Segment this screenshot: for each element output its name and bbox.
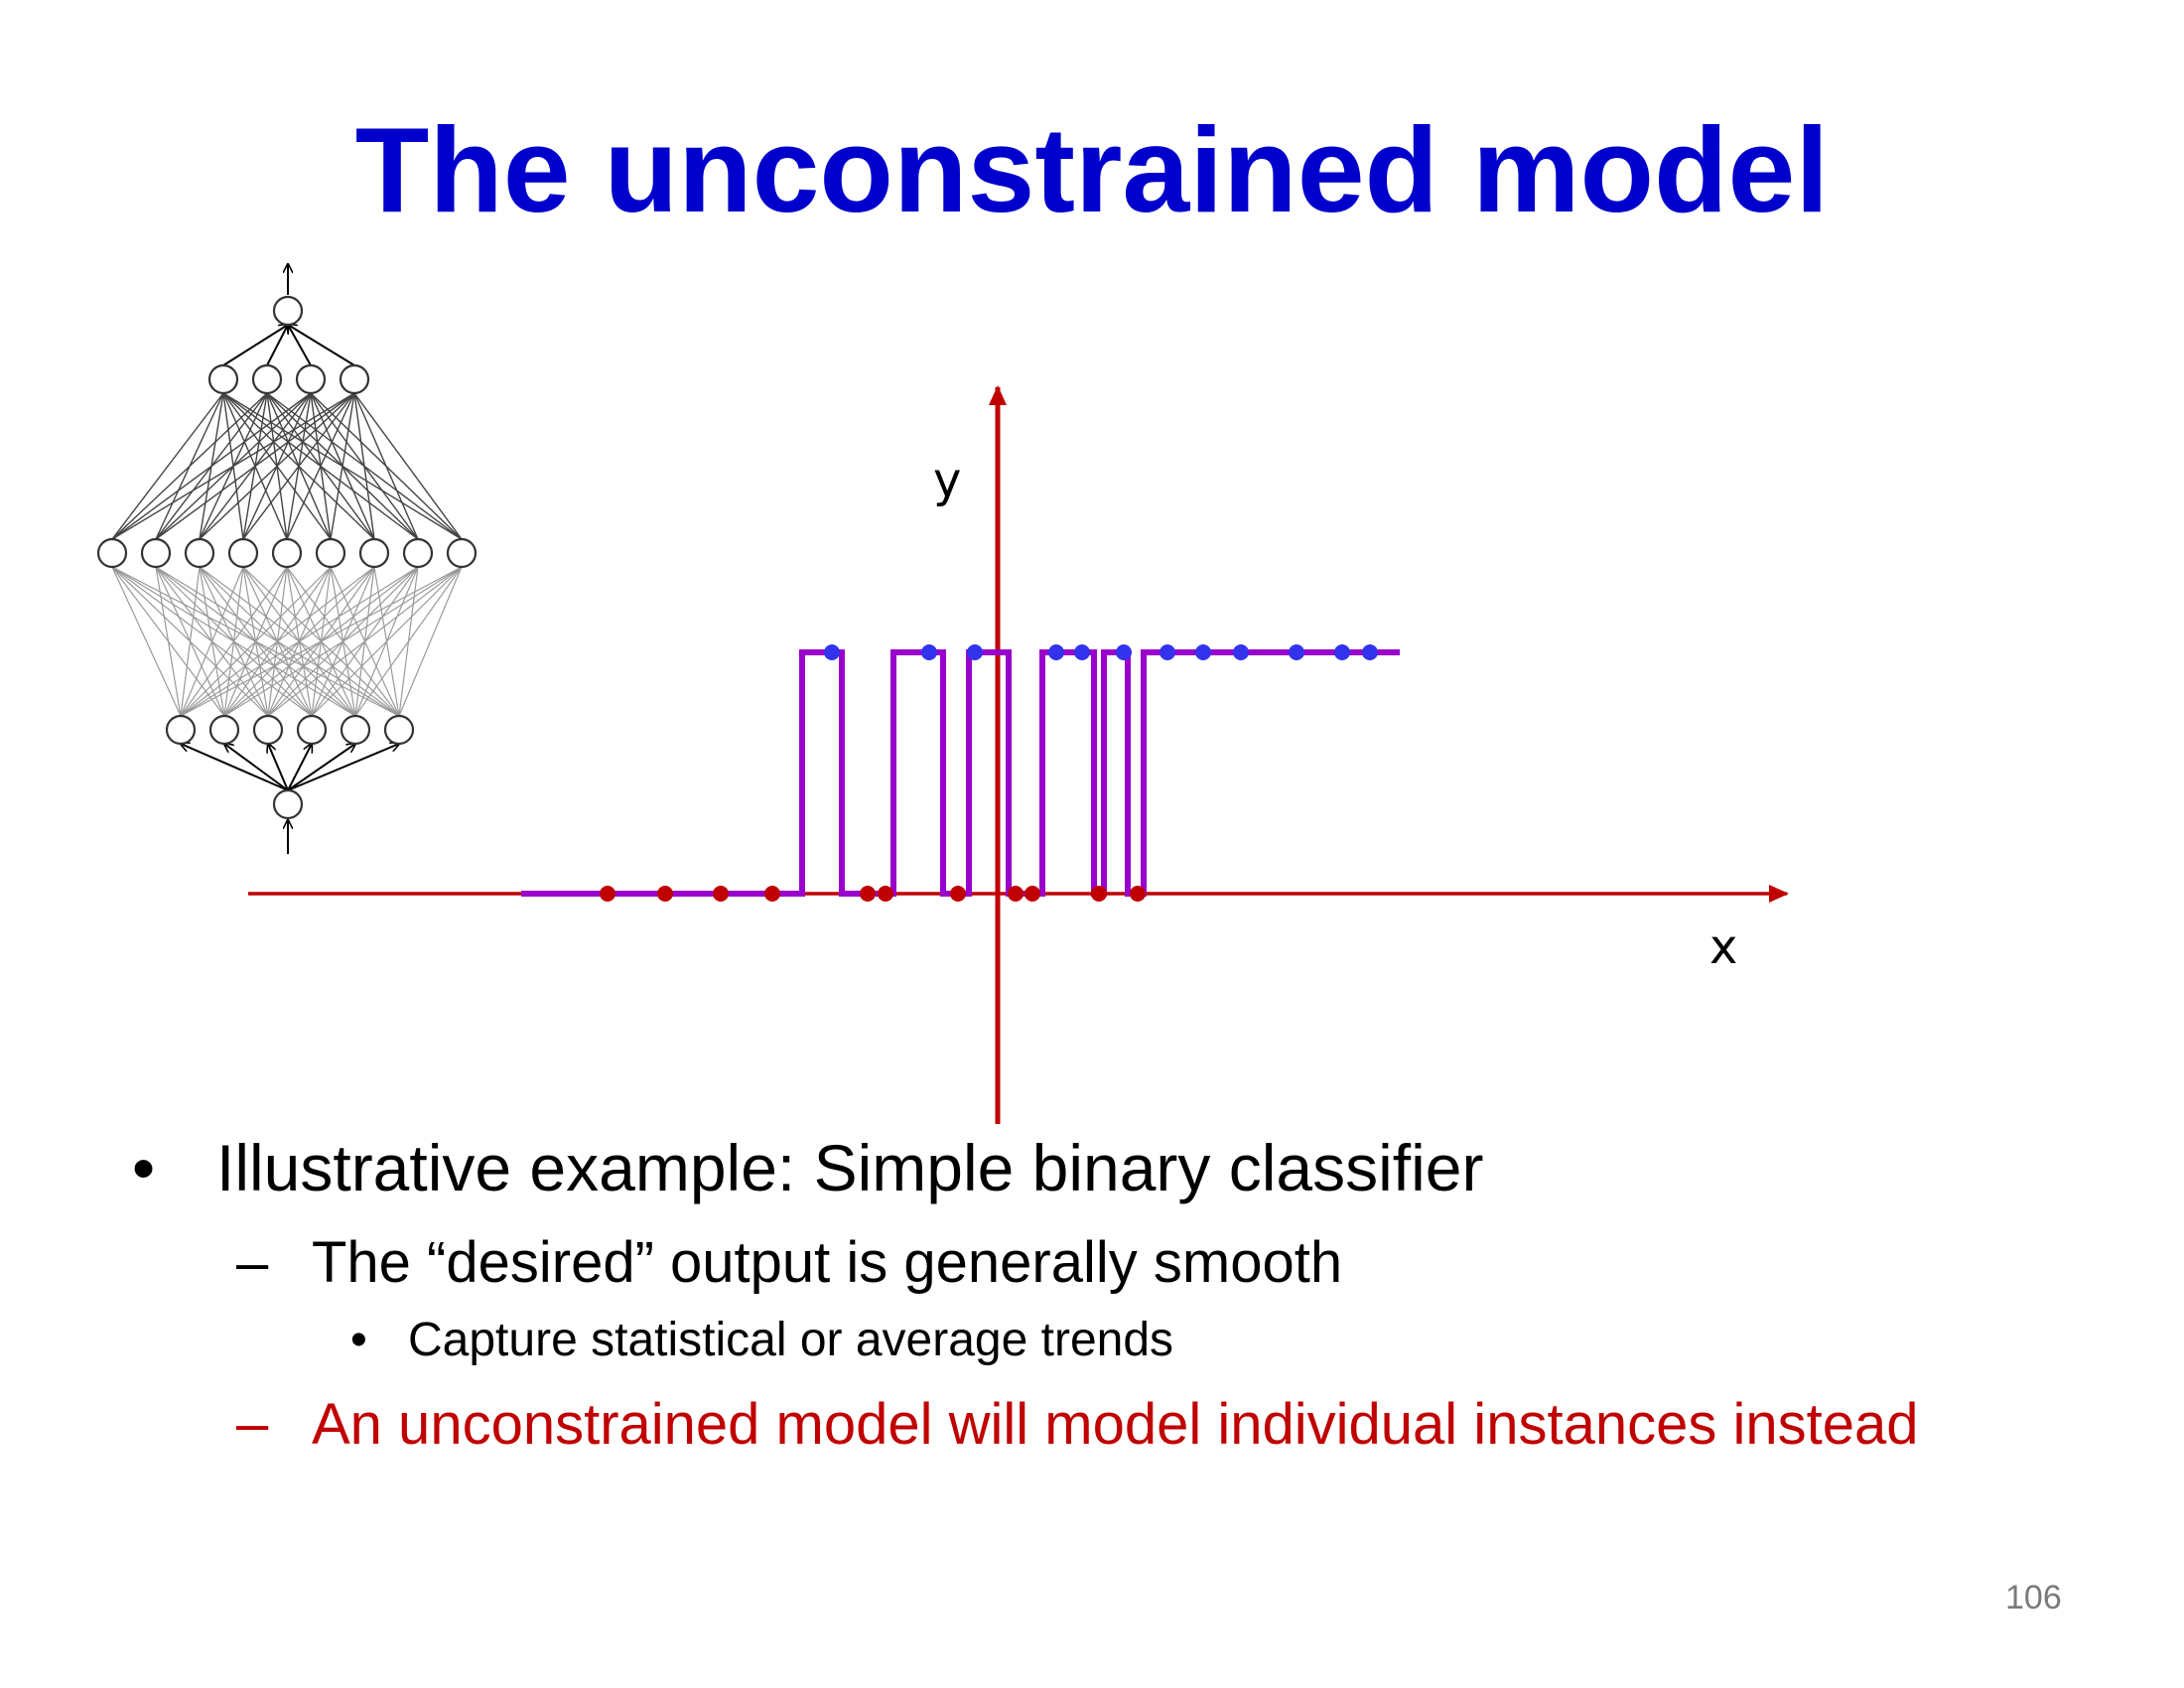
network-node xyxy=(96,537,128,569)
class-1-point xyxy=(1116,644,1132,660)
network-node xyxy=(339,363,370,395)
network-edge xyxy=(111,566,269,717)
dash-marker: – xyxy=(236,1391,269,1456)
model-output-step-function xyxy=(521,649,1400,897)
network-node xyxy=(184,537,215,569)
network-edge xyxy=(398,566,419,717)
network-edge xyxy=(242,566,400,717)
class-0-point xyxy=(600,886,615,902)
network-edge xyxy=(111,566,182,717)
class-1-point xyxy=(921,644,937,660)
class-1-point xyxy=(1362,644,1378,660)
network-edge xyxy=(111,566,225,717)
dash-marker: – xyxy=(236,1230,269,1295)
network-edge xyxy=(222,392,419,540)
input-arrow xyxy=(181,744,289,791)
output-arrow xyxy=(288,325,355,366)
network-node xyxy=(340,714,371,746)
network-node xyxy=(208,714,240,746)
network-edge xyxy=(155,392,224,540)
network-node xyxy=(446,537,478,569)
network-node xyxy=(272,788,304,820)
class-0-point xyxy=(657,886,673,902)
class-1-point xyxy=(1074,644,1090,660)
class-1-point xyxy=(1048,644,1064,660)
class-1-point xyxy=(1233,644,1249,660)
network-edge xyxy=(310,392,463,540)
output-arrow xyxy=(222,325,288,366)
network-edge xyxy=(111,566,356,717)
class-1-point xyxy=(1195,644,1211,660)
network-node xyxy=(295,363,327,395)
input-arrow xyxy=(287,744,355,791)
class-1-point xyxy=(1160,644,1175,660)
network-edge xyxy=(353,392,463,540)
page-number: 106 xyxy=(2005,1579,2062,1617)
input-arrow xyxy=(287,744,312,791)
network-edge xyxy=(155,566,400,717)
network-edge xyxy=(222,392,288,540)
output-arrow xyxy=(266,325,288,366)
network-edge xyxy=(330,566,400,717)
class-0-point xyxy=(950,886,966,902)
network-edge xyxy=(286,566,400,717)
class-0-point xyxy=(1008,886,1024,902)
network-edge xyxy=(222,392,375,540)
bullet-text: Capture statistical or average trends xyxy=(408,1314,1174,1366)
class-0-point xyxy=(860,886,876,902)
network-node xyxy=(227,537,259,569)
input-arrow xyxy=(268,744,289,791)
class-0-point xyxy=(1091,886,1107,902)
network-node xyxy=(296,714,328,746)
network-node xyxy=(383,714,415,746)
network-edge xyxy=(222,392,463,540)
bullet-marker: • xyxy=(350,1314,367,1366)
y-axis-label: y xyxy=(933,453,961,508)
x-axis-label: x xyxy=(1709,919,1737,975)
class-1-points xyxy=(824,644,1378,660)
network-node xyxy=(207,363,239,395)
network-edge xyxy=(373,566,400,717)
class-0-point xyxy=(1130,886,1146,902)
class-1-point xyxy=(1289,644,1304,660)
bullet-text: Illustrative example: Simple binary clas… xyxy=(216,1131,1484,1204)
network-node xyxy=(402,537,434,569)
network-edge xyxy=(111,566,400,717)
network-edge xyxy=(222,392,332,540)
network-node xyxy=(165,714,197,746)
network-node xyxy=(251,363,283,395)
network-edge xyxy=(398,566,463,717)
network-node xyxy=(271,537,303,569)
network-edge xyxy=(266,392,463,540)
slide-title: The unconstrained model xyxy=(354,102,1830,237)
network-node xyxy=(252,714,284,746)
class-1-point xyxy=(1334,644,1350,660)
class-1-point xyxy=(967,644,983,660)
network-node xyxy=(315,537,346,569)
input-arrow xyxy=(287,744,399,791)
network-node xyxy=(272,295,304,327)
network-node xyxy=(140,537,172,569)
network-edge xyxy=(111,392,224,540)
class-0-point xyxy=(713,886,729,902)
bullet-marker: • xyxy=(132,1131,156,1204)
network-edge xyxy=(111,566,313,717)
class-0-point xyxy=(878,886,893,902)
bullet-text: An unconstrained model will model indivi… xyxy=(312,1392,1919,1457)
class-0-point xyxy=(764,886,780,902)
class-0-point xyxy=(1024,886,1040,902)
class-0-points xyxy=(600,886,1146,902)
network-edge xyxy=(199,392,224,540)
network-edge xyxy=(199,566,400,717)
network-edge xyxy=(222,392,244,540)
class-1-point xyxy=(824,644,840,660)
bullet-text: The “desired” output is generally smooth xyxy=(312,1230,1343,1295)
input-arrow xyxy=(224,744,289,791)
network-node xyxy=(358,537,390,569)
